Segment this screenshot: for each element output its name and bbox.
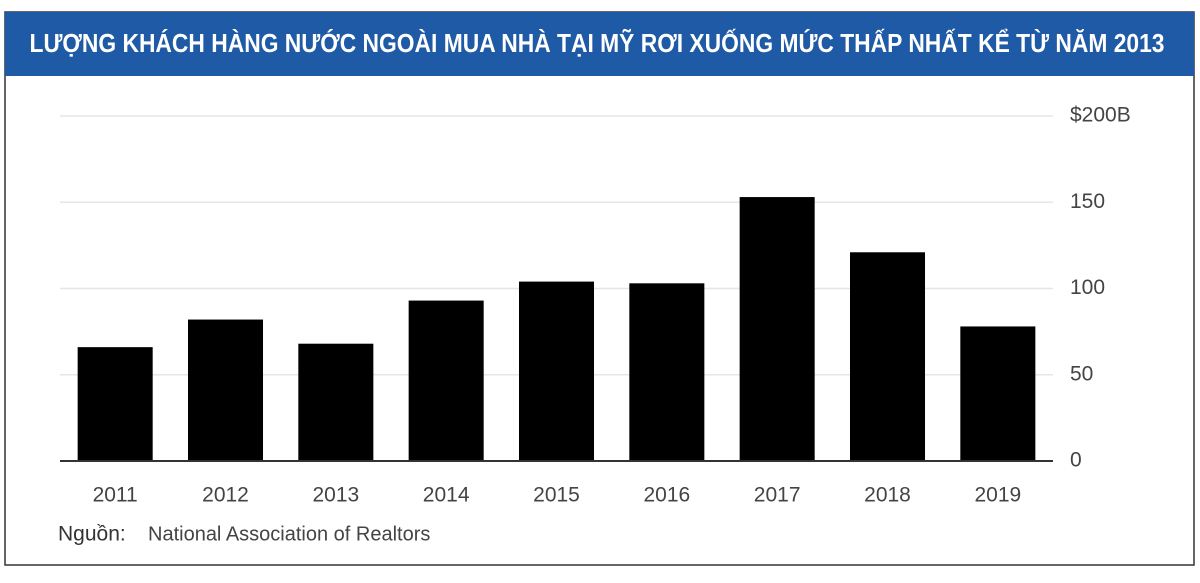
x-tick-label: 2016 bbox=[643, 484, 690, 507]
source-label: Nguồn: bbox=[58, 523, 126, 546]
x-tick-label: 2013 bbox=[312, 484, 359, 507]
x-tick-label: 2012 bbox=[202, 484, 249, 507]
x-tick-label: 2019 bbox=[974, 484, 1021, 507]
y-tick-label: 150 bbox=[1070, 190, 1105, 213]
title-banner bbox=[5, 12, 1194, 76]
x-tick-label: 2011 bbox=[93, 484, 138, 507]
bar bbox=[849, 252, 926, 461]
bar bbox=[518, 281, 595, 461]
x-tick-label: 2015 bbox=[533, 484, 580, 507]
bar bbox=[960, 326, 1036, 461]
x-tick-label: 2017 bbox=[754, 484, 801, 507]
y-tick-label: 50 bbox=[1070, 362, 1093, 385]
y-tick-label: 100 bbox=[1070, 276, 1105, 299]
y-tick-label: $200B bbox=[1070, 104, 1131, 127]
bar bbox=[77, 347, 153, 461]
bar bbox=[629, 283, 705, 461]
x-tick-label: 2018 bbox=[864, 484, 911, 507]
source: National Association of Realtors bbox=[148, 523, 430, 545]
chart-title: LƯỢNG KHÁCH HÀNG NƯỚC NGOÀI MUA NHÀ TẠI … bbox=[30, 28, 1165, 58]
bar bbox=[187, 319, 264, 461]
bar bbox=[739, 197, 815, 461]
bar bbox=[298, 343, 374, 461]
x-tick-label: 2014 bbox=[423, 484, 470, 507]
bar bbox=[408, 300, 484, 461]
y-tick-label: 0 bbox=[1070, 449, 1082, 472]
